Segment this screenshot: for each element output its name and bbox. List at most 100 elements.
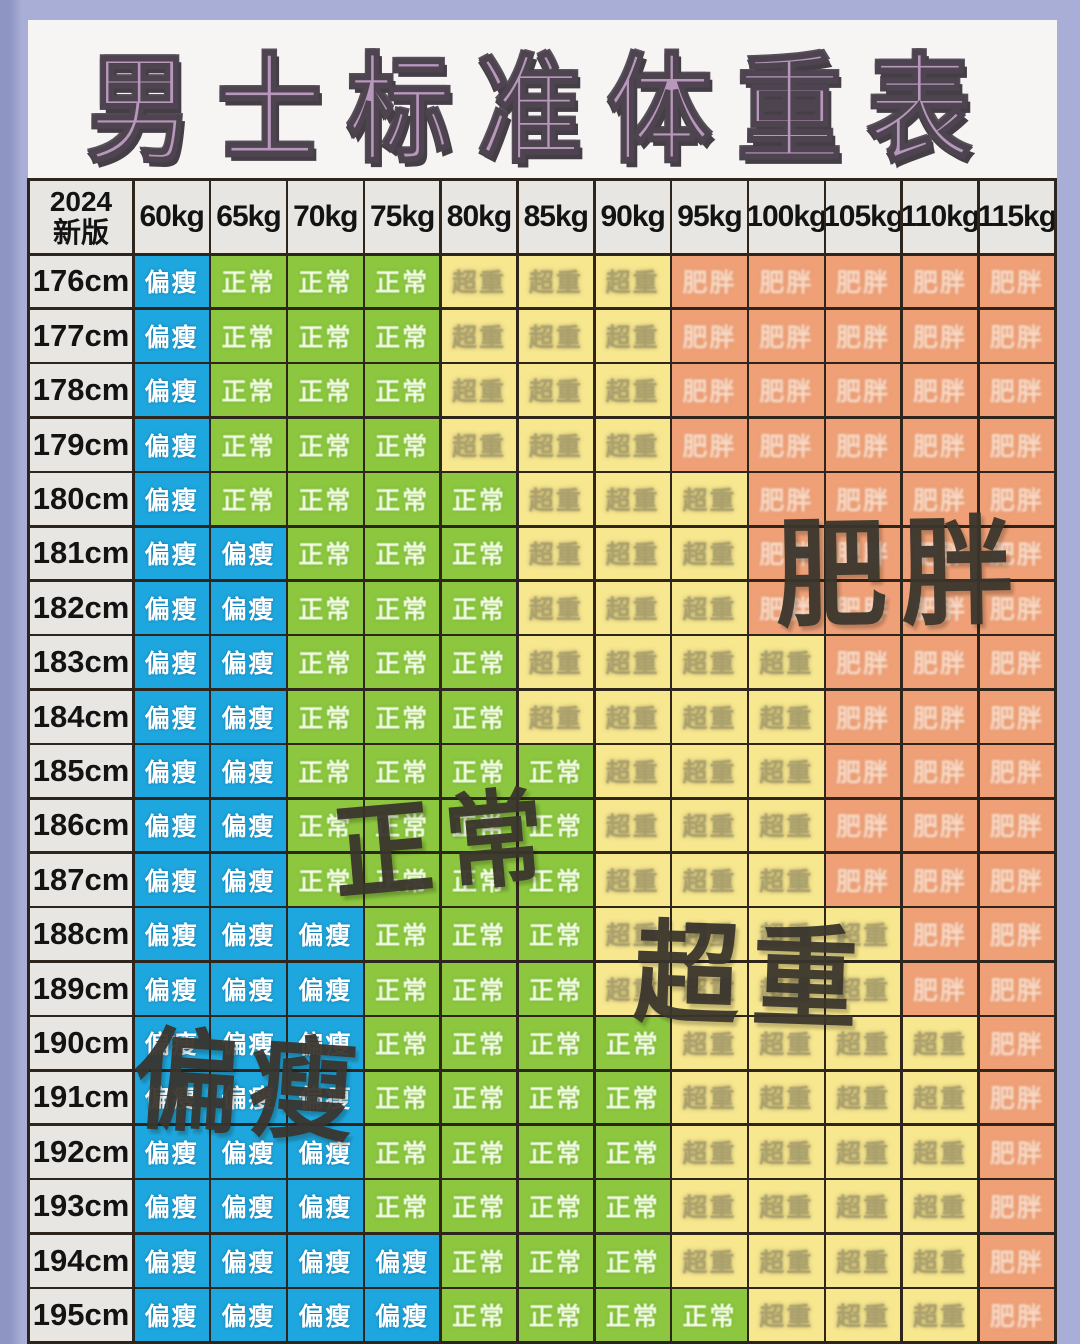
bmi-category-cell: 偏瘦 xyxy=(211,853,286,906)
bmi-category-cell: 肥胖 xyxy=(826,418,901,471)
bmi-category-cell: 正常 xyxy=(518,1289,593,1341)
bmi-category-cell: 超重 xyxy=(749,1289,824,1341)
bmi-category-cell: 正常 xyxy=(288,364,363,417)
bmi-category-cell: 正常 xyxy=(518,1234,593,1287)
height-label-cell: 181cm xyxy=(30,527,132,580)
bmi-category-cell: 偏瘦 xyxy=(288,1180,363,1233)
bmi-category-cell: 偏瘦 xyxy=(134,799,209,852)
bmi-category-cell: 肥胖 xyxy=(902,527,978,580)
bmi-category-cell: 肥胖 xyxy=(902,255,978,308)
bmi-category-cell: 超重 xyxy=(595,962,670,1015)
height-label-cell: 178cm xyxy=(30,364,132,417)
bmi-category-cell: 偏瘦 xyxy=(134,418,209,471)
bmi-category-cell: 正常 xyxy=(365,745,440,797)
bmi-category-cell: 超重 xyxy=(672,799,747,852)
bmi-category-cell: 偏瘦 xyxy=(134,962,209,1015)
bmi-category-cell: 超重 xyxy=(595,745,670,797)
bmi-category-cell: 肥胖 xyxy=(902,690,978,743)
bmi-category-cell: 肥胖 xyxy=(826,581,901,634)
bmi-category-cell: 偏瘦 xyxy=(211,636,286,689)
bmi-category-cell: 超重 xyxy=(595,636,670,689)
bmi-category-cell: 偏瘦 xyxy=(134,1289,209,1341)
bmi-category-cell: 正常 xyxy=(288,690,363,743)
bmi-category-cell: 超重 xyxy=(902,1180,978,1233)
height-label-cell: 180cm xyxy=(30,473,132,525)
bmi-category-cell: 肥胖 xyxy=(979,690,1054,743)
bmi-category-cell: 超重 xyxy=(749,1180,824,1233)
bmi-category-cell: 正常 xyxy=(441,1071,517,1124)
bmi-category-cell: 超重 xyxy=(826,1125,901,1178)
bmi-category-cell: 偏瘦 xyxy=(211,1071,286,1124)
bmi-category-cell: 正常 xyxy=(365,473,440,525)
bmi-category-cell: 超重 xyxy=(749,853,824,906)
bmi-category-cell: 超重 xyxy=(902,1071,978,1124)
bmi-category-cell: 偏瘦 xyxy=(365,1234,440,1287)
bmi-category-cell: 偏瘦 xyxy=(134,745,209,797)
bmi-category-cell: 肥胖 xyxy=(979,1071,1054,1124)
bmi-category-cell: 肥胖 xyxy=(979,962,1054,1015)
bmi-category-cell: 正常 xyxy=(441,1234,517,1287)
bmi-category-cell: 偏瘦 xyxy=(288,1125,363,1178)
bmi-category-cell: 偏瘦 xyxy=(134,581,209,634)
bmi-category-cell: 正常 xyxy=(518,1017,593,1069)
bmi-category-cell: 正常 xyxy=(672,1289,747,1341)
bmi-category-cell: 肥胖 xyxy=(902,418,978,471)
weight-header-cell: 75kg xyxy=(365,181,440,253)
bmi-category-cell: 偏瘦 xyxy=(211,1180,286,1233)
bmi-category-cell: 超重 xyxy=(595,309,670,362)
bmi-category-cell: 偏瘦 xyxy=(288,1234,363,1287)
bmi-category-cell: 偏瘦 xyxy=(134,1017,209,1069)
bmi-category-cell: 超重 xyxy=(672,527,747,580)
bmi-category-cell: 偏瘦 xyxy=(211,690,286,743)
bmi-category-cell: 正常 xyxy=(595,1125,670,1178)
bmi-category-cell: 超重 xyxy=(826,1180,901,1233)
weight-header-cell: 60kg xyxy=(134,181,209,253)
bmi-category-cell: 偏瘦 xyxy=(288,1017,363,1069)
height-label-cell: 183cm xyxy=(30,636,132,689)
bmi-category-cell: 肥胖 xyxy=(826,799,901,852)
bmi-category-cell: 偏瘦 xyxy=(211,1234,286,1287)
bmi-category-cell: 肥胖 xyxy=(672,418,747,471)
bmi-category-cell: 偏瘦 xyxy=(288,962,363,1015)
bmi-category-cell: 肥胖 xyxy=(979,908,1054,961)
bmi-category-cell: 肥胖 xyxy=(902,473,978,525)
bmi-category-cell: 肥胖 xyxy=(826,745,901,797)
bmi-category-cell: 肥胖 xyxy=(672,309,747,362)
bmi-category-cell: 肥胖 xyxy=(672,364,747,417)
height-label-cell: 194cm xyxy=(30,1234,132,1287)
bmi-category-cell: 正常 xyxy=(518,1071,593,1124)
bmi-category-cell: 肥胖 xyxy=(749,364,824,417)
bmi-category-cell: 正常 xyxy=(595,1289,670,1341)
weight-header-cell: 105kg xyxy=(826,181,901,253)
bmi-category-cell: 肥胖 xyxy=(902,745,978,797)
bmi-category-cell: 肥胖 xyxy=(826,853,901,906)
bmi-category-cell: 肥胖 xyxy=(979,581,1054,634)
bmi-category-cell: 超重 xyxy=(826,1017,901,1069)
bmi-category-cell: 正常 xyxy=(365,908,440,961)
bmi-category-cell: 超重 xyxy=(902,1289,978,1341)
bmi-category-cell: 超重 xyxy=(672,1180,747,1233)
bmi-category-cell: 正常 xyxy=(211,255,286,308)
bmi-category-cell: 正常 xyxy=(365,962,440,1015)
bmi-category-cell: 肥胖 xyxy=(979,1125,1054,1178)
bmi-category-cell: 正常 xyxy=(441,636,517,689)
bmi-category-cell: 肥胖 xyxy=(902,309,978,362)
bmi-category-cell: 肥胖 xyxy=(826,473,901,525)
bmi-category-cell: 偏瘦 xyxy=(134,364,209,417)
bmi-category-cell: 肥胖 xyxy=(979,1289,1054,1341)
bmi-category-cell: 超重 xyxy=(672,745,747,797)
height-label-cell: 189cm xyxy=(30,962,132,1015)
bmi-category-cell: 正常 xyxy=(441,745,517,797)
bmi-category-cell: 正常 xyxy=(211,418,286,471)
bmi-category-cell: 超重 xyxy=(595,418,670,471)
bmi-category-cell: 正常 xyxy=(288,853,363,906)
bmi-category-cell: 超重 xyxy=(441,309,517,362)
bmi-category-cell: 超重 xyxy=(826,1234,901,1287)
bmi-category-cell: 超重 xyxy=(672,636,747,689)
bmi-category-cell: 正常 xyxy=(288,799,363,852)
edition-text: 新版 xyxy=(52,217,109,248)
bmi-category-cell: 偏瘦 xyxy=(134,527,209,580)
title-band: 男士标准体重表 xyxy=(28,20,1057,179)
bmi-category-cell: 肥胖 xyxy=(749,418,824,471)
